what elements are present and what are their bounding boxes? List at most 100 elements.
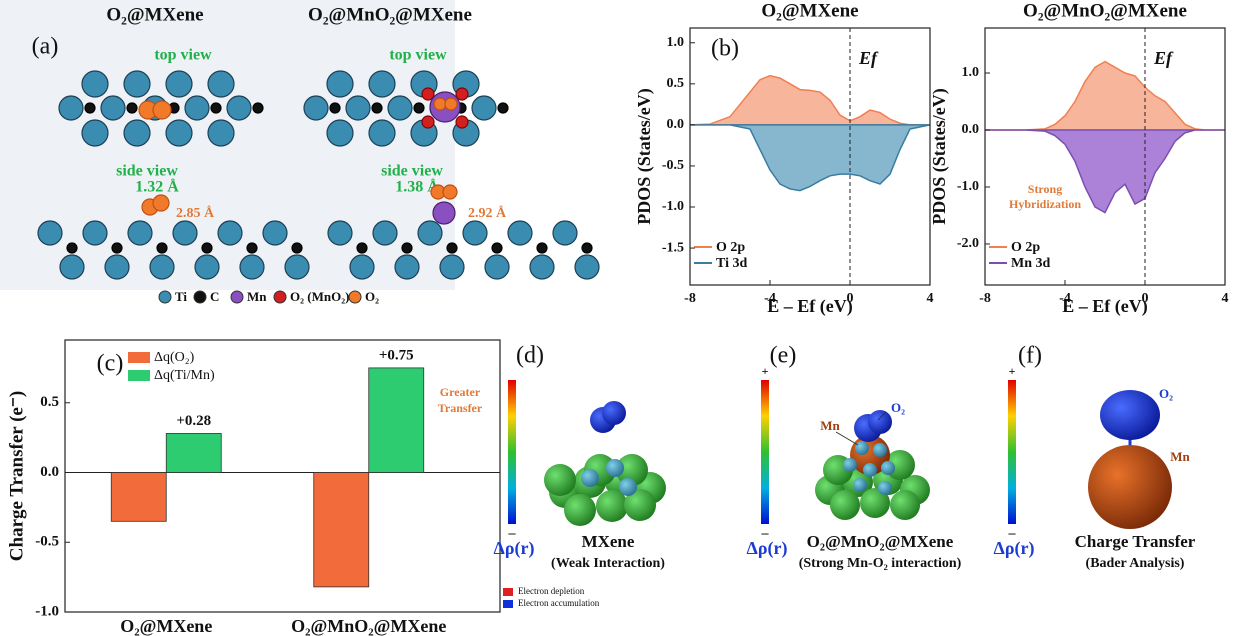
atom — [81, 70, 109, 98]
legend-swatch — [128, 370, 150, 381]
atom — [421, 87, 435, 101]
y-tick-label: -1.0 — [35, 603, 59, 619]
atom — [37, 220, 63, 246]
atom — [348, 290, 362, 304]
atom — [246, 242, 258, 254]
atom — [158, 290, 172, 304]
height-label: 2.92 Å — [468, 205, 507, 221]
atom — [433, 97, 447, 111]
atom — [394, 254, 420, 280]
atom — [239, 254, 265, 280]
bar — [313, 472, 370, 588]
bar — [368, 367, 425, 473]
panel-label: (d) — [516, 343, 544, 369]
y-tick-label: -0.5 — [662, 158, 684, 173]
x-axis-label: E – Ef (eV) — [1062, 296, 1147, 317]
sphere — [1100, 390, 1160, 440]
atom-label: O₂ — [891, 400, 905, 415]
y-axis-label: PDOS (States/eV) — [634, 88, 655, 224]
view-label: side view — [381, 163, 443, 180]
atom — [66, 242, 78, 254]
atom — [149, 254, 175, 280]
atom — [491, 242, 503, 254]
legend-swatch — [503, 600, 513, 608]
atom — [59, 254, 85, 280]
plot-frame — [689, 27, 931, 286]
atom — [326, 119, 354, 147]
panel-label: (c) — [97, 351, 124, 377]
y-tick-label: -1.0 — [662, 199, 684, 214]
panel-label: (f) — [1018, 343, 1042, 369]
y-tick-label: -2.0 — [957, 236, 979, 251]
atom-label: Mn — [820, 418, 840, 433]
legend-label: O₂ (MnO₂) — [290, 289, 349, 304]
atom — [230, 290, 244, 304]
y-tick-label: 1.0 — [667, 35, 685, 50]
legend-label: Ti — [175, 289, 187, 304]
pointer — [877, 411, 887, 421]
atom — [82, 220, 108, 246]
atom — [262, 220, 288, 246]
sphere — [881, 461, 895, 475]
atom — [401, 242, 413, 254]
atom — [81, 119, 109, 147]
sphere — [863, 463, 877, 477]
sphere — [830, 490, 860, 520]
atom — [165, 70, 193, 98]
sphere — [564, 494, 596, 526]
x-tick-label: 0 — [847, 291, 854, 306]
pdos-area — [690, 124, 931, 192]
sphere — [890, 490, 920, 520]
legend-label: Mn 3d — [1011, 256, 1051, 271]
x-tick-label: O₂@MXene — [120, 616, 212, 636]
atom-label: Mn — [1170, 449, 1190, 464]
sphere — [581, 469, 599, 487]
x-tick-label: -4 — [764, 291, 776, 306]
atom — [100, 95, 126, 121]
fermi-label: Ef — [1153, 48, 1174, 68]
pdos-area — [689, 74, 930, 126]
subcaption: (Strong Mn-O₂ interaction) — [799, 556, 962, 571]
caption: Charge Transfer — [1075, 532, 1196, 551]
atom — [455, 115, 469, 129]
x-tick-label: 4 — [1222, 291, 1229, 306]
y-axis-label: PDOS (States/eV) — [929, 88, 950, 224]
sphere — [544, 464, 576, 496]
atom — [413, 102, 425, 114]
atom — [58, 95, 84, 121]
atom — [210, 102, 222, 114]
y-tick-label: 0.0 — [962, 122, 980, 137]
atom — [368, 119, 396, 147]
legend-swatch — [503, 588, 513, 596]
legend-label: O 2p — [716, 240, 745, 255]
y-tick-label: -1.5 — [662, 240, 684, 255]
sphere — [602, 401, 626, 425]
y-axis-label: Charge Transfer (e⁻) — [6, 391, 27, 561]
atom — [127, 220, 153, 246]
legend-label: Electron accumulation — [518, 598, 600, 608]
atom — [387, 95, 413, 121]
annotation: Greater Transfer — [438, 385, 483, 415]
plot-frame — [64, 339, 501, 613]
sphere — [624, 489, 656, 521]
atom — [455, 87, 469, 101]
atom — [104, 254, 130, 280]
caption: O₂@MnO₂@MXene — [807, 532, 954, 551]
legend-label: Electron depletion — [518, 586, 585, 596]
colorbar — [508, 380, 516, 524]
legend-label: Δq(O₂) — [154, 350, 195, 365]
atom — [484, 254, 510, 280]
x-tick-label: 4 — [927, 291, 934, 306]
legend-label: Ti 3d — [716, 256, 747, 271]
atom — [439, 254, 465, 280]
atom — [252, 102, 264, 114]
bar — [165, 433, 222, 473]
sphere — [878, 481, 892, 495]
atom — [356, 242, 368, 254]
colorbar-min: – — [761, 526, 770, 541]
sphere — [1088, 445, 1172, 529]
x-tick-label: -8 — [684, 291, 696, 306]
panel-title: O₂@MnO₂@MXene — [308, 4, 472, 25]
x-axis-label: E – Ef (eV) — [767, 296, 852, 317]
pdos-area — [985, 60, 1225, 131]
